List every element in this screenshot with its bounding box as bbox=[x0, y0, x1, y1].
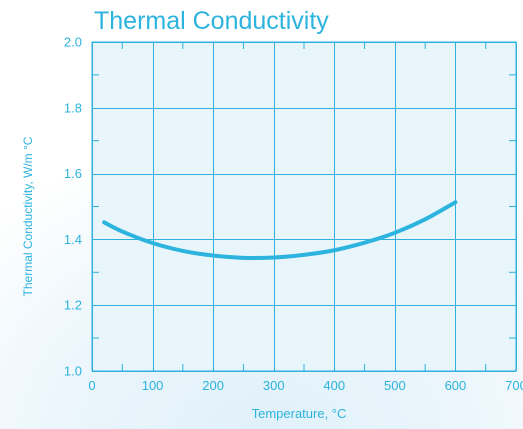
y-tick-label: 2.0 bbox=[64, 35, 82, 50]
plot-area bbox=[91, 41, 517, 372]
y-tick-label: 1.8 bbox=[64, 100, 82, 115]
x-axis-label: Temperature, °C bbox=[252, 406, 347, 421]
y-tick-label: 1.2 bbox=[64, 298, 82, 313]
series bbox=[102, 200, 458, 260]
x-tick-label: 700 bbox=[505, 378, 523, 393]
y-tick-label: 1.6 bbox=[64, 166, 82, 181]
tick-labels: 0 100 200 300 400 500 600 700 1.0 1.2 1.4 1.6 1.8 2.0 bbox=[64, 35, 523, 394]
chart-title: Thermal Conductivity bbox=[94, 7, 329, 35]
x-tick-label: 600 bbox=[445, 378, 467, 393]
x-tick-label: 100 bbox=[142, 378, 164, 393]
series-line bbox=[102, 200, 458, 260]
y-tick-label: 1.4 bbox=[64, 232, 82, 247]
y-tick-label: 1.0 bbox=[64, 364, 82, 379]
tick-marks bbox=[92, 42, 516, 371]
y-axis-label: Thermal Conductivity, W/m °C bbox=[21, 136, 35, 296]
x-tick-label: 400 bbox=[323, 378, 345, 393]
x-tick-label: 500 bbox=[384, 378, 406, 393]
x-tick-label: 0 bbox=[88, 378, 95, 393]
x-tick-label: 200 bbox=[202, 378, 224, 393]
x-tick-label: 300 bbox=[263, 378, 285, 393]
